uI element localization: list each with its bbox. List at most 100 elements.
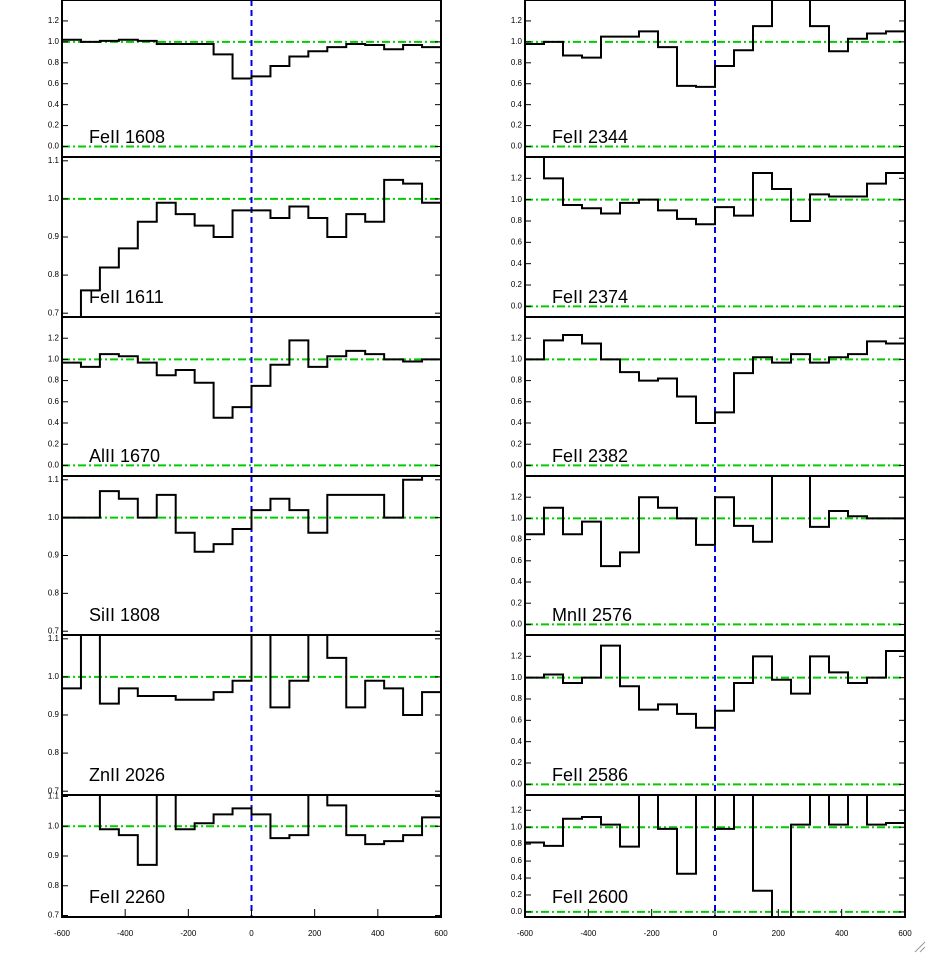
y-tick-label: 0.2 [511,121,523,130]
y-tick-label: 1.2 [511,173,523,182]
x-tick-label: -600 [517,929,534,938]
spectrum-line [525,476,905,568]
y-tick-label: 1.2 [511,805,523,814]
ion-label: SiII 1808 [89,605,160,625]
x-tick-label: 600 [898,929,912,938]
y-tick-label: 1.2 [48,333,60,342]
y-tick-label: 0.8 [48,58,60,67]
panel [525,157,905,317]
y-tick-label: 0.6 [48,397,60,406]
y-tick-label: 0.0 [511,779,523,788]
y-tick-label: 0.4 [511,418,523,427]
y-tick-label: 0.0 [511,301,523,310]
y-tick-label: 1.1 [48,156,60,165]
panel [525,0,905,157]
y-tick-label: 0.6 [511,397,523,406]
y-tick-label: 0.7 [48,911,60,920]
y-tick-label: 0.6 [511,556,523,565]
panel [525,635,905,795]
y-tick-label: 1.0 [511,37,523,46]
ion-label: FeII 2586 [552,765,628,785]
x-tick-label: 400 [371,929,385,938]
y-tick-label: 1.1 [48,475,60,484]
y-tick-label: 0.4 [48,418,60,427]
y-tick-label: 0.8 [511,376,523,385]
y-tick-label: 0.2 [48,121,60,130]
x-tick-label: -200 [644,929,661,938]
y-tick-label: 1.0 [511,195,523,204]
ion-label: FeII 2382 [552,446,628,466]
y-tick-label: 0.7 [48,786,60,795]
y-tick-label: 0.8 [48,881,60,890]
x-tick-label: 400 [835,929,849,938]
y-tick-label: 0.8 [48,270,60,279]
y-tick-label: 0.8 [511,535,523,544]
y-tick-label: 1.0 [48,513,60,522]
y-tick-label: 0.0 [511,142,523,151]
spectrum-line [62,339,441,419]
y-tick-label: 0.0 [511,907,523,916]
y-tick-label: 1.0 [48,821,60,830]
x-tick-label: 200 [308,929,322,938]
ion-label: FeII 2374 [552,287,628,307]
y-tick-label: 0.4 [511,577,523,586]
panel [525,476,905,635]
y-tick-label: 0.4 [511,873,523,882]
y-tick-label: 0.2 [511,758,523,767]
spectrum-line [98,795,441,866]
panel [62,795,441,917]
spectrum-line [62,635,441,716]
ion-label: FeII 2600 [552,887,628,907]
y-tick-label: 1.0 [48,672,60,681]
y-tick-label: 0.2 [511,280,523,289]
spectrum-line [62,38,441,80]
y-tick-label: 0.2 [511,598,523,607]
panel [525,317,905,476]
y-tick-label: 0.9 [48,851,60,860]
spectrum-line [525,0,905,88]
ion-label: ZnII 2026 [89,765,165,785]
y-tick-label: 1.1 [48,634,60,643]
panel [62,0,441,157]
x-tick-label: -400 [580,929,597,938]
panel [62,317,441,476]
y-tick-label: 1.0 [48,194,60,203]
spectrum-line [525,157,905,226]
y-tick-label: 1.0 [48,37,60,46]
y-tick-label: 0.8 [48,376,60,385]
x-tick-label: 0 [713,929,718,938]
x-tick-label: -200 [180,929,197,938]
y-tick-label: 0.2 [511,890,523,899]
y-tick-label: 1.0 [48,355,60,364]
y-tick-label: 1.0 [511,673,523,682]
resize-grip [914,941,926,953]
y-tick-label: 1.2 [48,16,60,25]
ion-label: MnII 2576 [552,605,632,625]
y-tick-label: 0.7 [48,626,60,635]
y-tick-label: 0.6 [511,237,523,246]
y-tick-label: 0.8 [511,839,523,848]
y-tick-label: 0.4 [48,100,60,109]
y-tick-label: 0.8 [511,694,523,703]
y-tick-label: 0.6 [511,79,523,88]
x-tick-label: 0 [249,929,254,938]
y-tick-label: 0.8 [511,216,523,225]
x-tick-label: -400 [117,929,134,938]
y-tick-label: 0.8 [48,748,60,757]
y-tick-label: 0.7 [48,308,60,317]
panel [62,635,441,795]
y-tick-label: 1.2 [511,16,523,25]
x-tick-label: -600 [54,929,71,938]
y-tick-label: 0.4 [511,100,523,109]
y-tick-label: 1.2 [511,333,523,342]
y-tick-label: 0.0 [48,142,60,151]
y-tick-label: 1.2 [511,492,523,501]
spectrum-line [79,178,441,317]
spectrum-line [525,334,905,424]
y-tick-label: 0.8 [48,588,60,597]
y-tick-label: 0.8 [511,58,523,67]
y-tick-label: 1.1 [48,792,60,801]
y-tick-label: 0.6 [48,79,60,88]
